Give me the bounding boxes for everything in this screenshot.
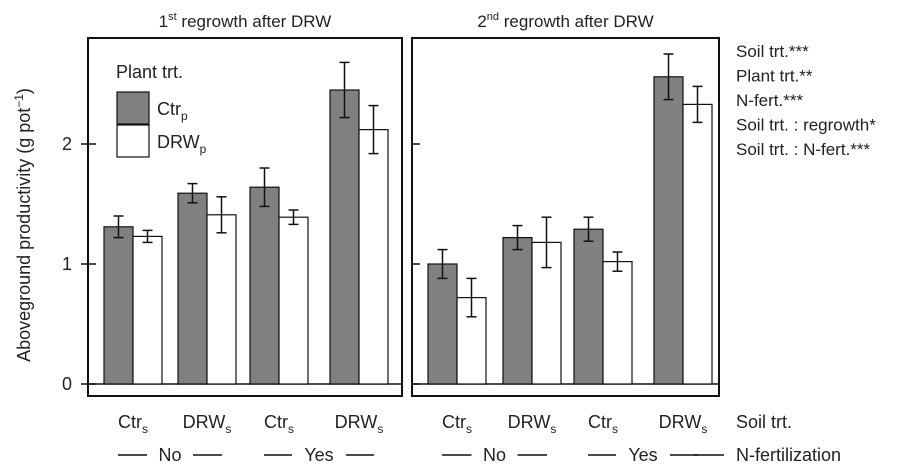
legend-entry-base: Ctr (157, 99, 181, 119)
statistics-list: Soil trt.*** Plant trt.** N-fert.*** Soil t… (694, 42, 876, 465)
bar-drw-plant (278, 216, 309, 385)
soil-trt-label: Ctrs (264, 412, 294, 436)
stat-line: Soil trt. : N-fert.*** (736, 140, 871, 159)
bar-ctr-plant (249, 186, 280, 385)
y-axis-title-close: ) (14, 88, 34, 94)
soil-trt-label-sub: s (142, 422, 148, 436)
y-tick-label: 2 (62, 134, 72, 154)
bar-drw-plant (682, 103, 713, 385)
soil-trt-label-base: Ctr (264, 412, 288, 432)
panel-title-ordinal: nd (487, 11, 499, 23)
soil-trt-label: DRWs (659, 412, 708, 436)
error-bar (437, 248, 448, 280)
y-tick-label: 0 (62, 374, 72, 394)
bar-ctr-plant (329, 89, 360, 385)
soil-trt-label: Ctrs (588, 412, 618, 436)
bar-drw-plant (206, 214, 237, 385)
error-bar (113, 215, 124, 239)
y-axis-title-text: Aboveground productivity (g pot (14, 108, 34, 362)
panel-title-number: 2 (477, 12, 486, 31)
bar-ctr-plant (653, 76, 684, 385)
soil-trt-label-sub: s (701, 422, 707, 436)
error-bar (512, 224, 523, 251)
panel-frame (87, 37, 403, 397)
panel-title-ordinal: st (168, 11, 177, 23)
stat-line: Soil trt. : regrowth* (736, 116, 876, 135)
stat-line: N-fert.*** (736, 91, 803, 110)
error-bar (612, 251, 623, 272)
soil-trt-label-sub: s (612, 422, 618, 436)
error-bar (142, 229, 153, 244)
y-tick-label: 1 (62, 254, 72, 274)
legend-swatch (116, 124, 150, 158)
y-axis: Aboveground productivity (g pot−1) 0 1 2 (12, 88, 72, 394)
panel-title-text: regrowth after DRW (177, 12, 332, 31)
row-label-nfert: N-fertilization (736, 445, 841, 465)
legend-entry: Ctrp (157, 99, 188, 123)
error-bar (216, 196, 227, 234)
soil-trt-label: Ctrs (442, 412, 472, 436)
bar-ctr-plant (573, 228, 604, 385)
panel-1: 1st regrowth after DRW (81, 11, 403, 397)
bar-ctr-plant (502, 237, 533, 385)
stat-line: Plant trt.** (736, 67, 813, 86)
bar-drw-plant (358, 129, 389, 385)
soil-trt-label-base: DRW (183, 412, 226, 432)
soil-trt-label-base: DRW (659, 412, 702, 432)
soil-trt-label-sub: s (466, 422, 472, 436)
error-bar (187, 182, 198, 204)
soil-trt-label: DRWs (335, 412, 384, 436)
n-fert-label: Yes (304, 445, 333, 465)
error-bar (259, 167, 270, 208)
panel-title-number: 1 (159, 12, 168, 31)
soil-trt-label-base: DRW (335, 412, 378, 432)
legend-swatch (116, 91, 150, 125)
chart-panels: 1st regrowth after DRW 2nd regrowth after… (81, 11, 720, 397)
soil-trt-label-base: Ctr (442, 412, 466, 432)
bar-ctr-plant (177, 192, 208, 385)
panel-frame (411, 37, 720, 397)
panel-title: 1st regrowth after DRW (159, 11, 332, 31)
soil-trt-label-base: DRW (508, 412, 551, 432)
panel-title: 2nd regrowth after DRW (477, 11, 653, 31)
error-bar (583, 216, 594, 242)
legend-title: Plant trt. (116, 62, 183, 82)
soil-trt-label-sub: s (225, 422, 231, 436)
legend-entry-base: DRW (157, 132, 200, 152)
bar-drw-plant (602, 261, 633, 385)
soil-trt-label-sub: s (377, 422, 383, 436)
panel-2: 2nd regrowth after DRW (411, 11, 720, 397)
row-label-soil: Soil trt. (736, 412, 792, 432)
error-bar (466, 277, 477, 318)
stat-line: Soil trt.*** (736, 42, 809, 61)
error-bar (368, 104, 379, 155)
soil-trt-label-base: Ctr (118, 412, 142, 432)
legend-entry-sub: p (181, 109, 188, 123)
error-bar (339, 61, 350, 119)
n-fert-label: No (483, 445, 506, 465)
y-axis-title: Aboveground productivity (g pot−1) (12, 88, 34, 362)
bar-ctr-plant (427, 263, 458, 385)
soil-trt-label: Ctrs (118, 412, 148, 436)
n-fert-label: No (158, 445, 181, 465)
error-bar (541, 216, 552, 269)
panel-title-text: regrowth after DRW (499, 12, 654, 31)
bar-ctr-plant (103, 226, 134, 385)
soil-trt-label-sub: s (288, 422, 294, 436)
y-axis-title-superscript: −1 (12, 94, 26, 108)
bar-drw-plant (132, 235, 163, 385)
error-bar (288, 209, 299, 226)
legend-entry: DRWp (157, 132, 207, 156)
soil-trt-label: DRWs (183, 412, 232, 436)
soil-trt-label-sub: s (550, 422, 556, 436)
legend-entry-sub: p (200, 142, 207, 156)
error-bar (692, 85, 703, 124)
error-bar (663, 53, 674, 101)
soil-trt-label: DRWs (508, 412, 557, 436)
soil-trt-label-base: Ctr (588, 412, 612, 432)
n-fert-label: Yes (628, 445, 657, 465)
